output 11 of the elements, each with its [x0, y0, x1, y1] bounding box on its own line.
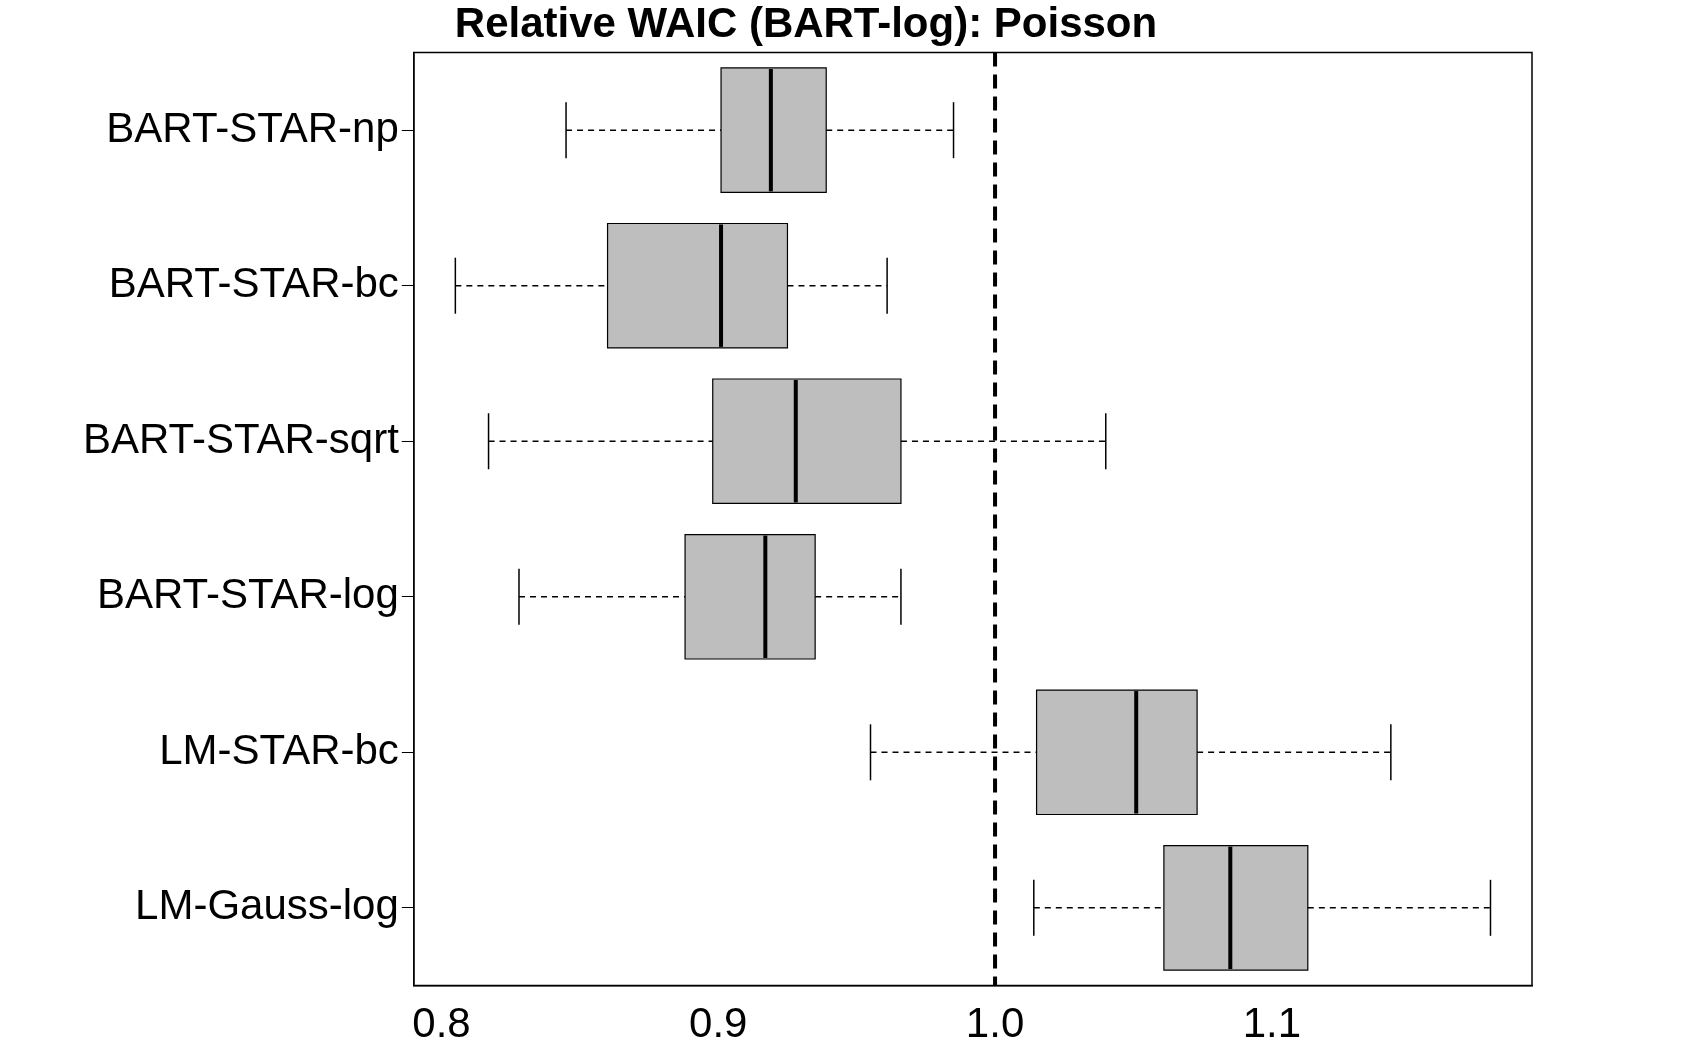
- chart-title: Relative WAIC (BART-log): Poisson: [454, 0, 1158, 46]
- x-tick-label: 1.1: [1242, 999, 1302, 1047]
- x-tick-label: 1.0: [965, 999, 1025, 1047]
- y-tick-label: BART-STAR-sqrt: [82, 414, 400, 462]
- y-tick-label: LM-STAR-bc: [159, 725, 399, 773]
- y-tick-label: BART-STAR-log: [96, 570, 399, 618]
- y-tick-label: BART-STAR-np: [106, 103, 399, 151]
- y-tick-label: LM-Gauss-log: [135, 881, 399, 929]
- y-tick-label: BART-STAR-bc: [108, 259, 399, 307]
- x-tick-label: 0.8: [412, 999, 471, 1047]
- x-tick-label: 0.9: [689, 999, 748, 1047]
